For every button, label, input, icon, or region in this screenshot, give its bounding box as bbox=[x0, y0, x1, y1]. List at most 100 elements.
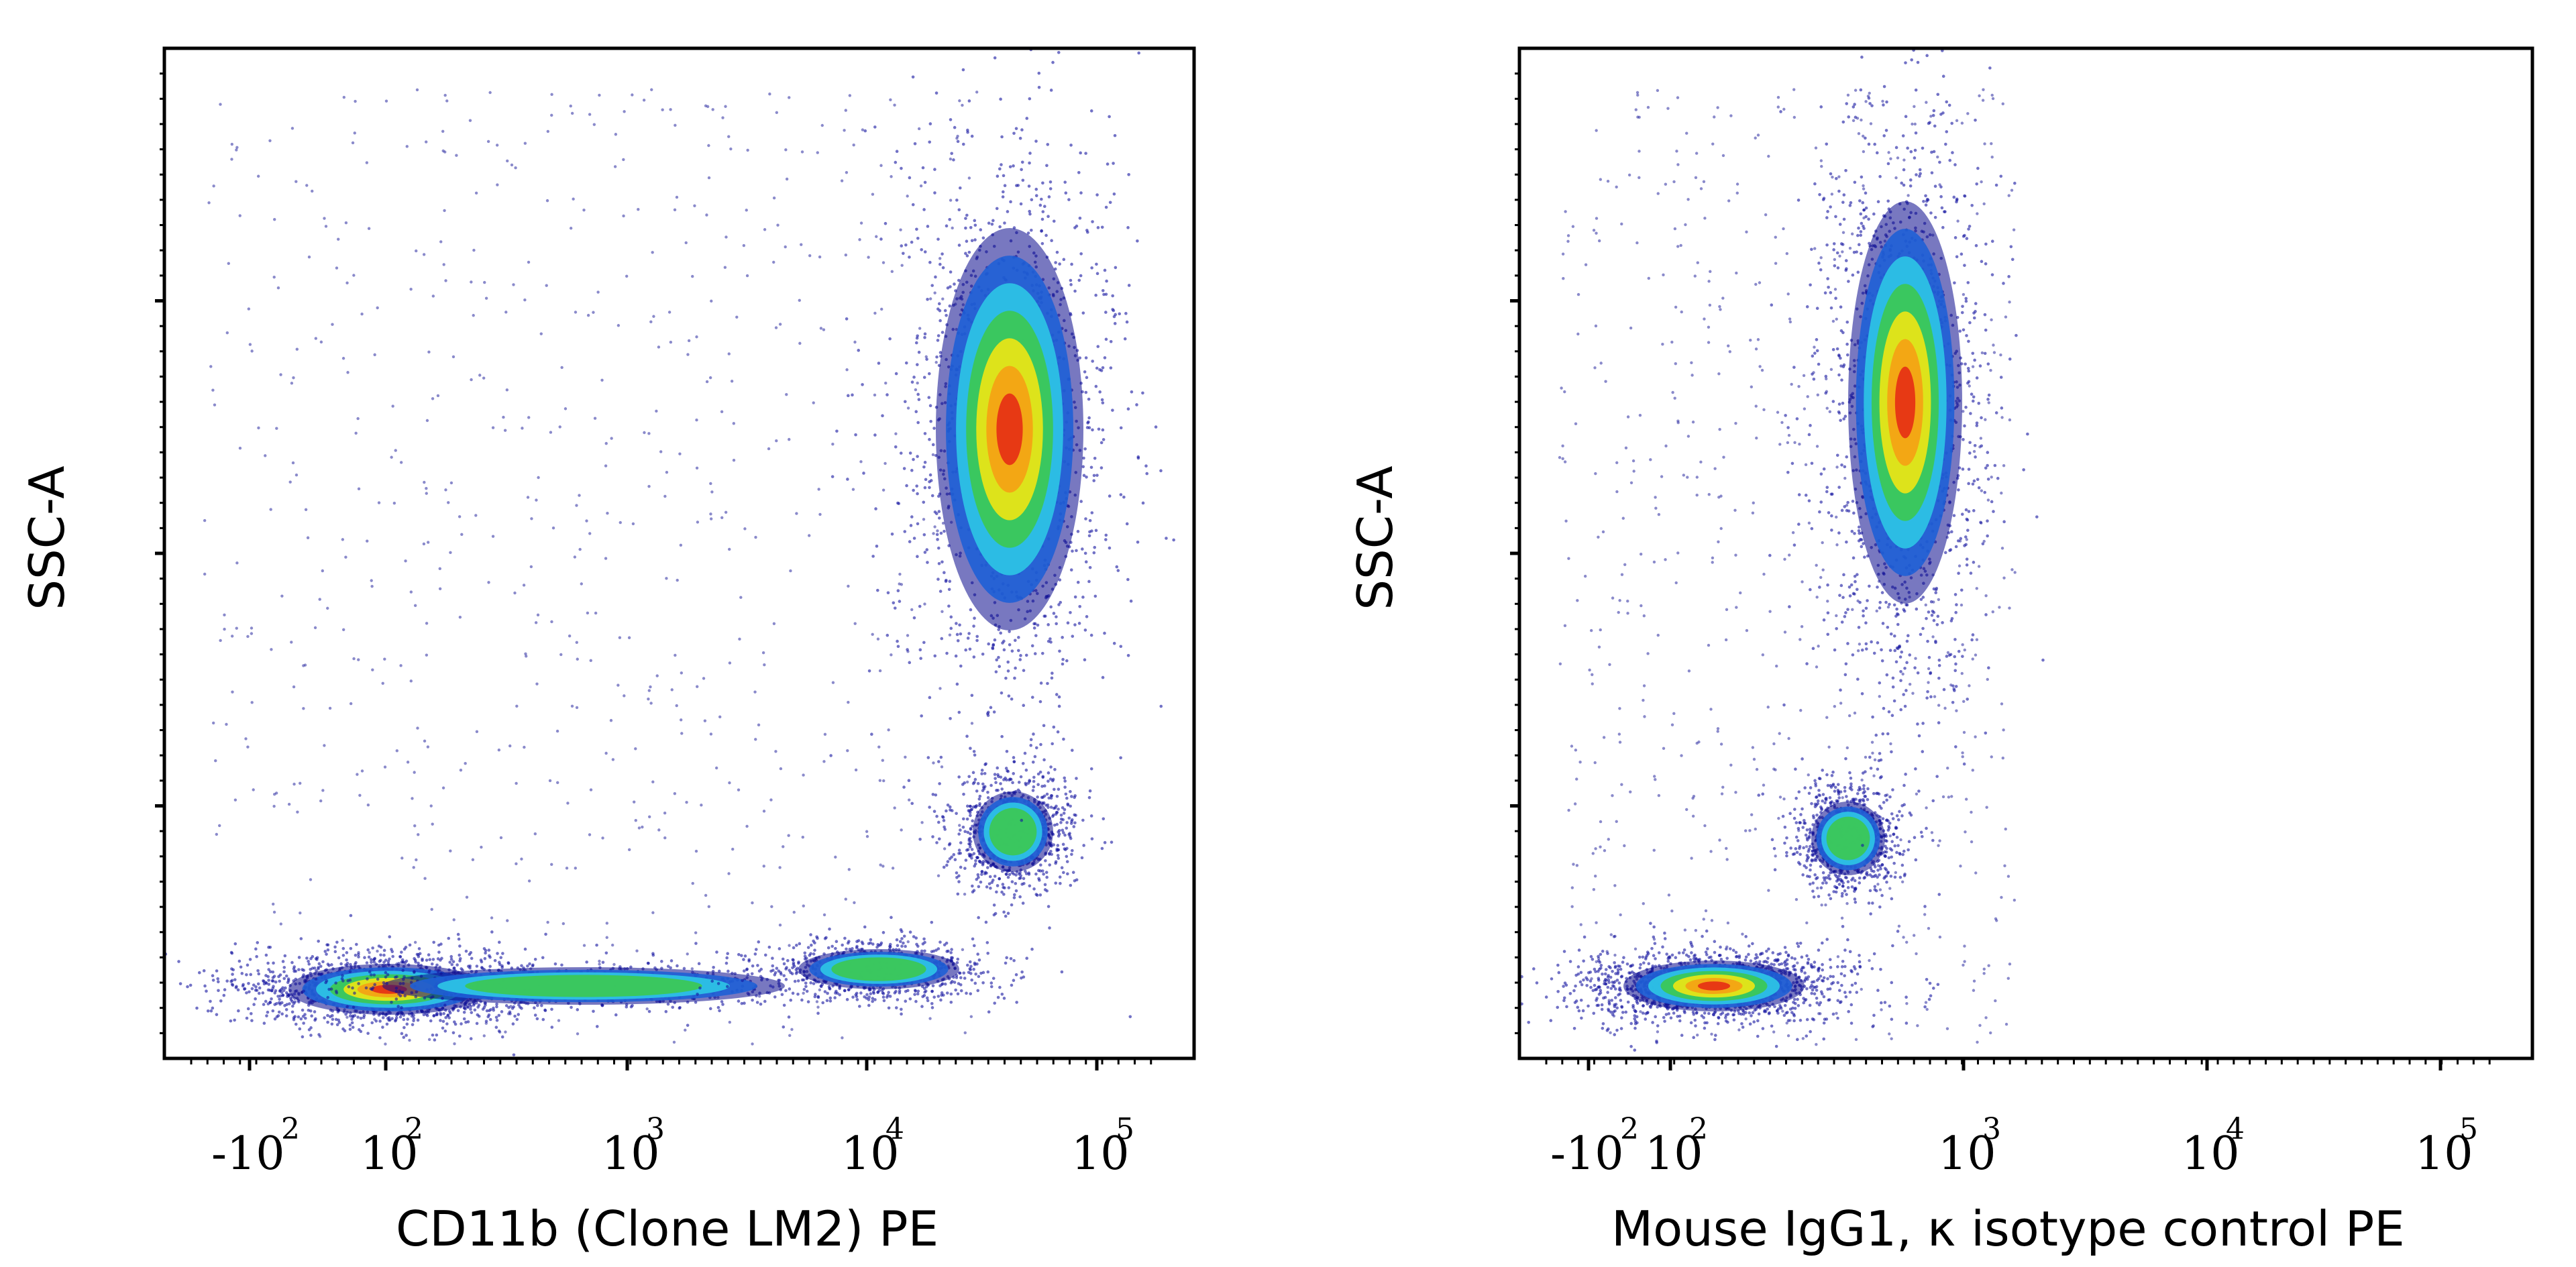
event-point bbox=[500, 1035, 504, 1039]
event-point bbox=[946, 803, 950, 807]
event-point bbox=[545, 284, 548, 287]
event-point bbox=[515, 1017, 519, 1022]
event-point bbox=[531, 963, 535, 967]
event-point bbox=[875, 945, 879, 949]
event-point bbox=[450, 962, 454, 967]
event-point bbox=[965, 963, 969, 967]
event-point bbox=[771, 964, 775, 968]
event-point bbox=[348, 970, 352, 974]
event-point bbox=[924, 355, 928, 359]
event-point bbox=[737, 952, 741, 956]
event-point bbox=[281, 960, 285, 963]
event-point bbox=[1088, 789, 1092, 793]
event-point bbox=[957, 880, 961, 883]
event-point bbox=[884, 381, 888, 385]
event-point bbox=[869, 941, 872, 945]
event-point bbox=[371, 986, 375, 989]
event-point bbox=[989, 706, 993, 710]
event-point bbox=[634, 819, 637, 822]
event-point bbox=[382, 948, 386, 952]
event-point bbox=[496, 952, 499, 955]
event-point bbox=[416, 1018, 420, 1022]
event-point bbox=[302, 707, 305, 710]
event-point bbox=[588, 833, 592, 836]
event-point bbox=[314, 956, 318, 960]
event-point bbox=[845, 997, 849, 1001]
event-point bbox=[490, 930, 494, 934]
event-point bbox=[803, 951, 807, 955]
event-point bbox=[1039, 863, 1042, 867]
event-point bbox=[1103, 840, 1107, 844]
event-point bbox=[698, 986, 702, 990]
event-point bbox=[948, 805, 952, 809]
event-point bbox=[977, 916, 980, 920]
event-point bbox=[958, 99, 961, 103]
event-point bbox=[348, 979, 352, 982]
event-point bbox=[899, 228, 902, 231]
event-point bbox=[930, 920, 934, 924]
event-point bbox=[451, 355, 455, 359]
event-point bbox=[949, 118, 953, 121]
event-point bbox=[614, 133, 618, 136]
event-point bbox=[299, 911, 302, 915]
event-point bbox=[941, 331, 945, 334]
event-point bbox=[844, 253, 848, 257]
event-point bbox=[815, 1000, 819, 1003]
event-point bbox=[759, 1002, 763, 1006]
event-point bbox=[924, 985, 928, 989]
event-point bbox=[949, 157, 953, 161]
event-point bbox=[841, 943, 844, 947]
event-point bbox=[482, 376, 486, 380]
event-point bbox=[1055, 794, 1059, 798]
event-point bbox=[791, 958, 795, 962]
event-point bbox=[953, 981, 957, 984]
event-point bbox=[362, 1013, 366, 1017]
event-point bbox=[900, 583, 904, 586]
event-point bbox=[886, 993, 890, 997]
event-point bbox=[956, 134, 959, 138]
event-point bbox=[843, 129, 846, 132]
event-point bbox=[413, 604, 417, 608]
event-point bbox=[647, 432, 651, 435]
event-point bbox=[271, 902, 275, 906]
event-point bbox=[956, 639, 960, 643]
event-point bbox=[1004, 873, 1008, 876]
event-point bbox=[945, 809, 948, 813]
event-point bbox=[292, 969, 296, 973]
event-point bbox=[612, 962, 616, 967]
event-point bbox=[938, 319, 942, 323]
event-point bbox=[319, 799, 323, 803]
event-point bbox=[533, 1013, 537, 1017]
event-point bbox=[773, 973, 777, 977]
event-point bbox=[741, 979, 744, 983]
event-point bbox=[923, 250, 927, 254]
event-point bbox=[1070, 749, 1074, 752]
event-point bbox=[1028, 152, 1032, 155]
event-point bbox=[1000, 992, 1004, 996]
event-point bbox=[672, 1040, 676, 1044]
event-point bbox=[346, 371, 350, 374]
event-point bbox=[976, 873, 980, 877]
event-point bbox=[246, 635, 250, 639]
event-point bbox=[376, 306, 379, 310]
event-point bbox=[413, 824, 417, 828]
event-point bbox=[326, 995, 329, 999]
event-point bbox=[818, 255, 822, 259]
event-point bbox=[412, 1019, 415, 1023]
event-point bbox=[988, 875, 992, 879]
event-point bbox=[930, 989, 934, 993]
event-point bbox=[569, 227, 573, 230]
event-point bbox=[700, 804, 703, 807]
event-point bbox=[721, 116, 724, 119]
event-point bbox=[962, 971, 966, 975]
event-point bbox=[898, 940, 902, 944]
event-point bbox=[356, 773, 359, 776]
event-point bbox=[924, 478, 928, 482]
event-point bbox=[972, 889, 976, 892]
event-point bbox=[261, 991, 265, 995]
event-point bbox=[936, 874, 941, 877]
event-point bbox=[350, 1017, 354, 1021]
event-point bbox=[469, 1007, 472, 1011]
event-point bbox=[472, 248, 476, 252]
event-point bbox=[1098, 390, 1102, 394]
